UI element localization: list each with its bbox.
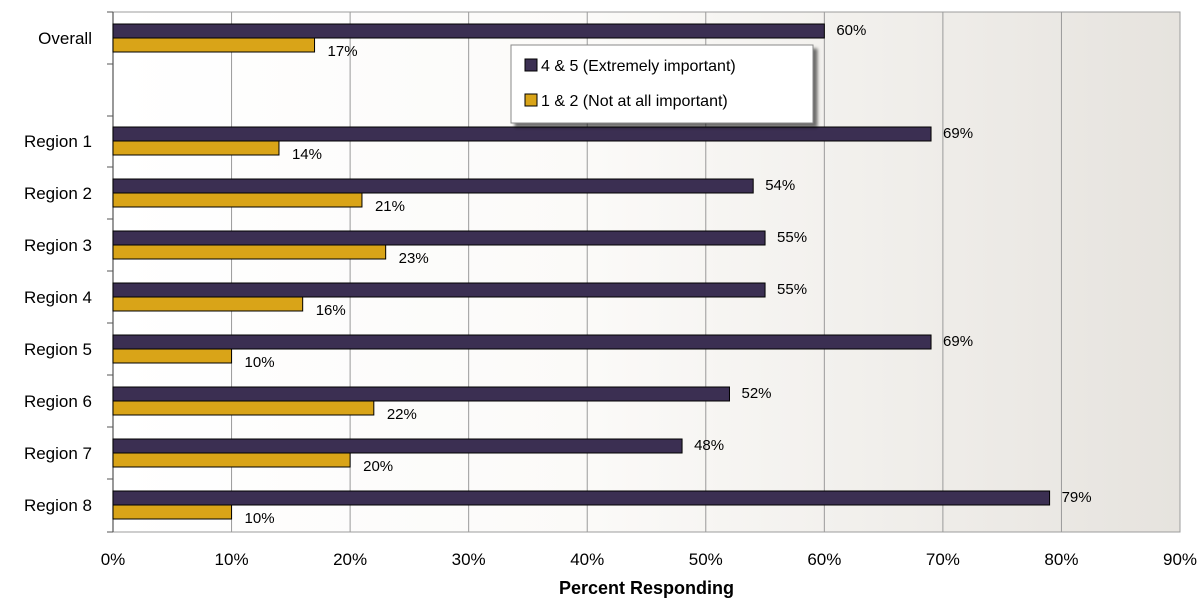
data-label: 10% (245, 354, 275, 371)
data-label: 55% (777, 281, 807, 298)
data-label: 23% (399, 250, 429, 267)
data-label: 20% (363, 458, 393, 475)
data-label: 69% (943, 333, 973, 350)
bar-extremely-important (112, 490, 1051, 506)
data-label: 22% (387, 406, 417, 423)
category-label: Region 6 (24, 392, 92, 411)
bar-not-important (112, 348, 233, 364)
bar-extremely-important (112, 386, 730, 402)
category-label: Region 5 (24, 340, 92, 359)
x-tick-label: 80% (1044, 550, 1078, 569)
legend-swatch (524, 93, 538, 107)
bar-extremely-important (112, 23, 825, 39)
bar-extremely-important (112, 126, 932, 142)
x-tick-label: 20% (333, 550, 367, 569)
x-tick-labels: 0% 10% 20% 30% 40% 50% 60% 70% 80% 90% (101, 550, 1197, 569)
x-axis-title: Percent Responding (559, 578, 734, 598)
legend-box (510, 44, 814, 124)
legend (510, 44, 814, 124)
category-label: Region 4 (24, 288, 92, 307)
legend-label: 4 & 5 (Extremely important) (541, 58, 736, 75)
bar-extremely-important (112, 334, 932, 350)
data-label: 17% (328, 43, 358, 60)
bar-not-important (112, 140, 280, 156)
data-labels: 60% 69% 54% 55% 55% 69% 52% 48% 79% 17% 14% 21% 23% 1… (245, 22, 1092, 527)
legend-items: 4 & 5 (Extremely important) 1 & 2 (Not at… (524, 58, 736, 110)
bars (112, 23, 1051, 520)
legend-label: 1 & 2 (Not at all important) (541, 93, 728, 110)
category-label: Overall (38, 29, 92, 48)
data-label: 14% (292, 146, 322, 163)
category-label: Region 8 (24, 496, 92, 515)
data-label: 10% (245, 510, 275, 527)
bar-not-important (112, 244, 387, 260)
data-label: 54% (765, 177, 795, 194)
data-label: 52% (741, 385, 771, 402)
bar-not-important (112, 192, 363, 208)
data-label: 55% (777, 229, 807, 246)
bar-extremely-important (112, 178, 754, 194)
category-label: Region 3 (24, 236, 92, 255)
bar-extremely-important (112, 282, 766, 298)
category-labels: Overall Region 1 Region 2 Region 3 Region 4 R… (24, 29, 92, 515)
x-tick-label: 40% (570, 550, 604, 569)
x-tick-label: 90% (1163, 550, 1197, 569)
bar-extremely-important (112, 438, 683, 454)
y-axis-ticks (107, 11, 113, 533)
category-label: Region 7 (24, 444, 92, 463)
x-tick-label: 10% (215, 550, 249, 569)
bar-not-important (112, 452, 351, 468)
bar-extremely-important (112, 230, 766, 246)
x-tick-label: 70% (926, 550, 960, 569)
bar-not-important (112, 400, 375, 416)
data-label: 16% (316, 302, 346, 319)
data-label: 79% (1062, 489, 1092, 506)
x-tick-label: 0% (101, 550, 126, 569)
data-label: 69% (943, 125, 973, 142)
legend-swatch (524, 58, 538, 72)
category-label: Region 1 (24, 132, 92, 151)
x-tick-label: 30% (452, 550, 486, 569)
data-label: 60% (836, 22, 866, 39)
bar-not-important (112, 296, 304, 312)
category-label: Region 2 (24, 184, 92, 203)
x-tick-label: 60% (807, 550, 841, 569)
data-label: 21% (375, 198, 405, 215)
data-label: 48% (694, 437, 724, 454)
bar-not-important (112, 504, 233, 520)
bar-not-important (112, 37, 316, 53)
x-tick-label: 50% (689, 550, 723, 569)
